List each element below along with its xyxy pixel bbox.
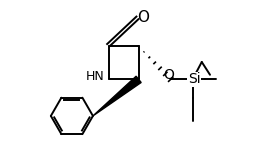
Text: O: O: [137, 10, 149, 25]
Text: HN: HN: [86, 70, 105, 83]
Polygon shape: [93, 76, 141, 116]
Text: O: O: [163, 68, 174, 82]
Text: Si: Si: [188, 72, 201, 86]
